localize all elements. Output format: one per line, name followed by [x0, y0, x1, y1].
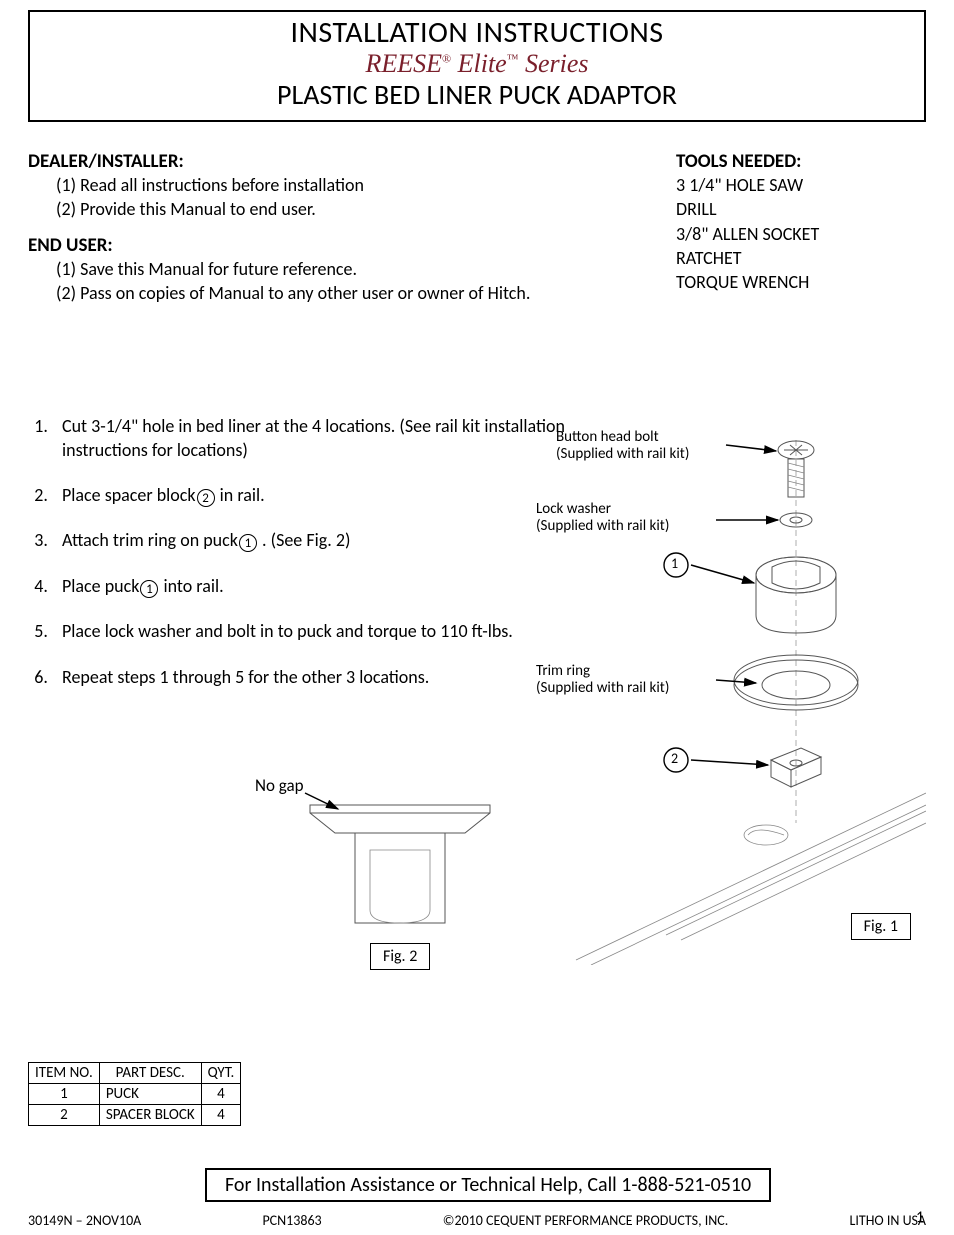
parts-table: ITEM NO. PART DESC. QYT. 1 PUCK 4 2 SPAC… — [28, 1062, 241, 1126]
title-line1: INSTALLATION INSTRUCTIONS — [30, 14, 924, 51]
circled-num: 1 — [140, 580, 158, 598]
table-row: 1 PUCK 4 — [29, 1084, 241, 1105]
footer-litho: LITHO IN USA — [849, 1212, 926, 1229]
title-line3: PLASTIC BED LINER PUCK ADAPTOR — [30, 77, 924, 112]
brand-elite: Elite — [458, 49, 507, 78]
step-text: into rail. — [159, 575, 223, 597]
step: Repeat steps 1 through 5 for the other 3… — [52, 666, 588, 689]
dealer-item: (2) Provide this Manual to end user. — [28, 197, 648, 221]
tool-item: 3/8" ALLEN SOCKET — [676, 222, 926, 246]
step-text: Place lock washer and bolt in to puck an… — [62, 620, 513, 642]
assist-box: For Installation Assistance or Technical… — [205, 1168, 771, 1202]
th-itemno: ITEM NO. — [29, 1063, 100, 1084]
footer-copy: ©2010 CEQUENT PERFORMANCE PRODUCTS, INC. — [443, 1212, 729, 1229]
page: INSTALLATION INSTRUCTIONS REESE® Elite™ … — [0, 0, 954, 731]
footer: 30149N – 2NOV10A PCN13863 ©2010 CEQUENT … — [28, 1212, 926, 1229]
table-row: 2 SPACER BLOCK 4 — [29, 1105, 241, 1126]
enduser-item: (1) Save this Manual for future referenc… — [28, 257, 648, 281]
th-desc: PART DESC. — [99, 1063, 201, 1084]
fig1-caption: Fig. 1 — [851, 913, 911, 940]
step-text: Place spacer block — [62, 484, 196, 506]
brand-tm: ™ — [507, 51, 519, 65]
dealer-item: (1) Read all instructions before install… — [28, 173, 648, 197]
step: Place puck1 into rail. — [52, 575, 588, 598]
left-column: DEALER/INSTALLER: (1) Read all instructi… — [28, 150, 648, 305]
step-text: . (See Fig. 2) — [258, 529, 350, 551]
brand-reg: ® — [442, 51, 451, 65]
step: Cut 3-1/4" hole in bed liner at the 4 lo… — [52, 415, 588, 462]
step: Attach trim ring on puck1 . (See Fig. 2) — [52, 529, 588, 552]
step-text: Place puck — [62, 575, 139, 597]
step-text: in rail. — [216, 484, 265, 506]
brand-series: Series — [518, 49, 588, 78]
figure-1: Button head bolt (Supplied with rail kit… — [546, 405, 926, 965]
figure-2: No gap Fig. 2 — [260, 775, 520, 985]
cell: 1 — [29, 1084, 100, 1105]
fig2-nogap: No gap — [255, 777, 304, 796]
table-header-row: ITEM NO. PART DESC. QYT. — [29, 1063, 241, 1084]
step-text: Cut 3-1/4" hole in bed liner at the 4 lo… — [62, 415, 565, 460]
label-text: Trim ring — [536, 662, 590, 680]
tool-item: DRILL — [676, 197, 926, 221]
footer-left: 30149N – 2NOV10A — [28, 1212, 141, 1229]
tool-item: TORQUE WRENCH — [676, 270, 926, 294]
fig1-circ1: 1 — [671, 556, 678, 571]
circled-num: 2 — [197, 489, 215, 507]
fig1-trim-label: Trim ring (Supplied with rail kit) — [536, 663, 669, 696]
right-column: TOOLS NEEDED: 3 1/4" HOLE SAW DRILL 3/8"… — [676, 150, 926, 305]
fig2-caption: Fig. 2 — [370, 943, 430, 970]
cell: PUCK — [99, 1084, 201, 1105]
cell: SPACER BLOCK — [99, 1105, 201, 1126]
tools-heading: TOOLS NEEDED: — [676, 150, 926, 173]
steps: Cut 3-1/4" hole in bed liner at the 4 lo… — [28, 415, 588, 689]
th-qty: QYT. — [201, 1063, 241, 1084]
enduser-heading: END USER: — [28, 234, 648, 257]
info-columns: DEALER/INSTALLER: (1) Read all instructi… — [28, 150, 926, 305]
label-text: Button head bolt — [556, 428, 659, 446]
circled-num: 1 — [239, 534, 257, 552]
fig1-washer-label: Lock washer (Supplied with rail kit) — [536, 501, 669, 534]
cell: 4 — [201, 1105, 241, 1126]
dealer-heading: DEALER/INSTALLER: — [28, 150, 648, 173]
step-text: Repeat steps 1 through 5 for the other 3… — [62, 666, 429, 688]
label-text: Lock washer — [536, 500, 611, 518]
figure-2-svg — [260, 775, 520, 965]
tools-list: 3 1/4" HOLE SAW DRILL 3/8" ALLEN SOCKET … — [676, 173, 926, 294]
title-box: INSTALLATION INSTRUCTIONS REESE® Elite™ … — [28, 10, 926, 122]
cell: 4 — [201, 1084, 241, 1105]
fig1-circ2: 2 — [671, 751, 678, 766]
tool-item: RATCHET — [676, 246, 926, 270]
cell: 2 — [29, 1105, 100, 1126]
label-text: (Supplied with rail kit) — [536, 517, 669, 535]
page-number: 1 — [916, 1208, 924, 1227]
step-text: Attach trim ring on puck — [62, 529, 238, 551]
footer-pcn: PCN13863 — [262, 1212, 321, 1229]
label-text: (Supplied with rail kit) — [556, 445, 689, 463]
tool-item: 3 1/4" HOLE SAW — [676, 173, 926, 197]
step: Place lock washer and bolt in to puck an… — [52, 620, 588, 643]
label-text: (Supplied with rail kit) — [536, 679, 669, 697]
brand-reese: REESE — [365, 49, 442, 78]
enduser-item: (2) Pass on copies of Manual to any othe… — [28, 281, 648, 305]
brand-line: REESE® Elite™ Series — [30, 49, 924, 79]
step: Place spacer block2 in rail. — [52, 484, 588, 507]
fig1-bolt-label: Button head bolt (Supplied with rail kit… — [556, 429, 689, 462]
